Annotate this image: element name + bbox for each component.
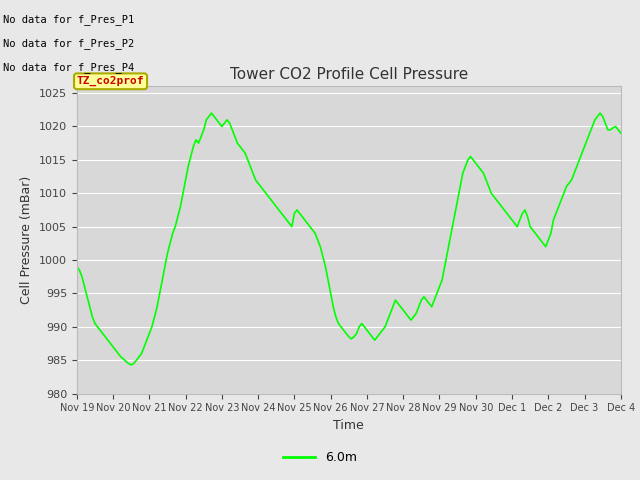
Text: No data for f_Pres_P1: No data for f_Pres_P1	[3, 14, 134, 25]
Title: Tower CO2 Profile Cell Pressure: Tower CO2 Profile Cell Pressure	[230, 68, 468, 83]
Text: No data for f_Pres_P4: No data for f_Pres_P4	[3, 62, 134, 73]
Text: TZ_co2prof: TZ_co2prof	[77, 76, 144, 86]
X-axis label: Time: Time	[333, 419, 364, 432]
Text: No data for f_Pres_P2: No data for f_Pres_P2	[3, 38, 134, 49]
Y-axis label: Cell Pressure (mBar): Cell Pressure (mBar)	[20, 176, 33, 304]
Legend: 6.0m: 6.0m	[278, 446, 362, 469]
